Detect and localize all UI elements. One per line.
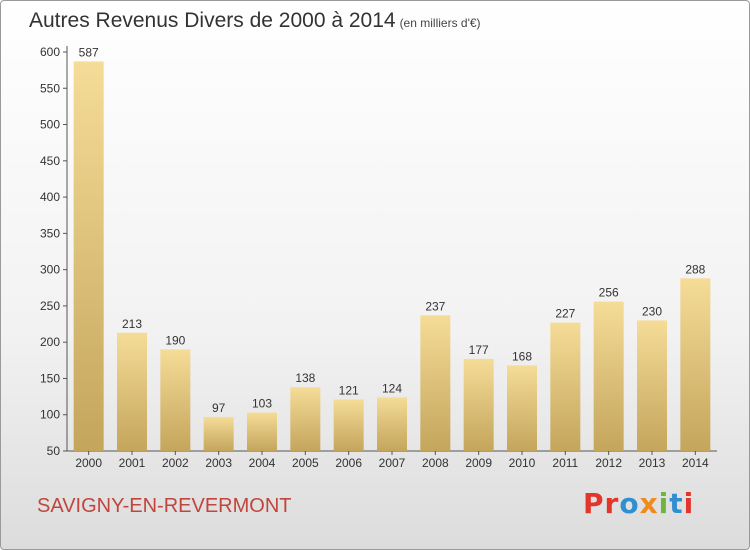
x-tick-label-2012: 2012 <box>595 456 622 470</box>
data-label-2012: 256 <box>599 286 619 300</box>
y-tick-label: 150 <box>40 371 60 385</box>
data-label-2009: 177 <box>469 343 489 357</box>
x-tick-label-2006: 2006 <box>335 456 362 470</box>
commune-name: SAVIGNY-EN-REVERMONT <box>37 495 292 517</box>
data-label-2001: 213 <box>122 317 142 331</box>
logo-letter: P <box>583 487 605 520</box>
data-label-2003: 97 <box>212 401 226 415</box>
bar-2009 <box>463 358 494 451</box>
x-tick-label-2013: 2013 <box>639 456 666 470</box>
x-tick-label-2009: 2009 <box>465 456 492 470</box>
x-tick-label-2001: 2001 <box>119 456 146 470</box>
logo-letter: o <box>619 487 640 520</box>
bar-2013 <box>637 320 667 451</box>
bar-2005 <box>290 387 321 451</box>
data-label-2008: 237 <box>425 299 445 313</box>
x-tick-label-2004: 2004 <box>249 456 276 470</box>
y-tick-label: 300 <box>40 263 60 277</box>
x-tick-label-2000: 2000 <box>75 456 102 470</box>
bar-2014 <box>680 278 711 451</box>
data-label-2004: 103 <box>252 397 272 411</box>
y-tick-label: 200 <box>40 335 60 349</box>
y-tick-label: 600 <box>40 45 60 59</box>
y-tick-label: 100 <box>40 408 60 422</box>
bar-2002 <box>160 349 191 451</box>
logo-letter: i <box>658 487 670 520</box>
y-tick-label: 500 <box>40 118 60 132</box>
proxiti-logo: Proxiti <box>583 487 694 520</box>
data-label-2010: 168 <box>512 349 532 363</box>
x-tick-label-2002: 2002 <box>162 456 189 470</box>
title-text: Autres Revenus Divers de 2000 à 2014 <box>29 9 396 32</box>
data-label-2011: 227 <box>555 307 575 321</box>
y-tick-label: 400 <box>40 190 60 204</box>
x-tick-label-2010: 2010 <box>509 456 536 470</box>
x-tick-label-2008: 2008 <box>422 456 449 470</box>
logo-letter: r <box>604 487 620 520</box>
x-tick-label-2014: 2014 <box>682 456 709 470</box>
data-label-2000: 587 <box>79 45 99 59</box>
y-tick-label: 50 <box>47 444 61 458</box>
logo-letter: x <box>639 487 659 520</box>
x-tick-label-2003: 2003 <box>205 456 232 470</box>
bar-2000 <box>73 61 104 451</box>
bar-2010 <box>507 365 537 451</box>
y-tick-label: 250 <box>40 299 60 313</box>
chart-title: Autres Revenus Divers de 2000 à 2014 (en … <box>29 9 481 33</box>
bar-2012 <box>593 301 624 451</box>
bar-2011 <box>550 322 581 451</box>
x-tick-label-2011: 2011 <box>552 456 578 470</box>
logo-letter: t <box>669 487 684 520</box>
data-label-2014: 288 <box>685 262 705 276</box>
x-tick-label-2005: 2005 <box>292 456 319 470</box>
bar-2006 <box>333 399 364 451</box>
bar-2008 <box>420 315 451 451</box>
bar-2007 <box>377 397 407 451</box>
data-label-2005: 138 <box>295 371 315 385</box>
bar-2001 <box>117 332 147 451</box>
bar-2003 <box>203 416 234 451</box>
logo-letter: i <box>683 487 695 520</box>
title-unit: (en milliers d'€) <box>399 16 481 30</box>
y-tick-label: 550 <box>40 81 60 95</box>
data-label-2006: 121 <box>339 383 359 397</box>
data-label-2002: 190 <box>165 333 185 347</box>
x-tick-label-2007: 2007 <box>379 456 406 470</box>
y-tick-label: 350 <box>40 226 60 240</box>
bar-2004 <box>247 412 277 451</box>
data-label-2013: 230 <box>642 304 662 318</box>
y-tick-label: 450 <box>40 154 60 168</box>
data-label-2007: 124 <box>382 381 402 395</box>
